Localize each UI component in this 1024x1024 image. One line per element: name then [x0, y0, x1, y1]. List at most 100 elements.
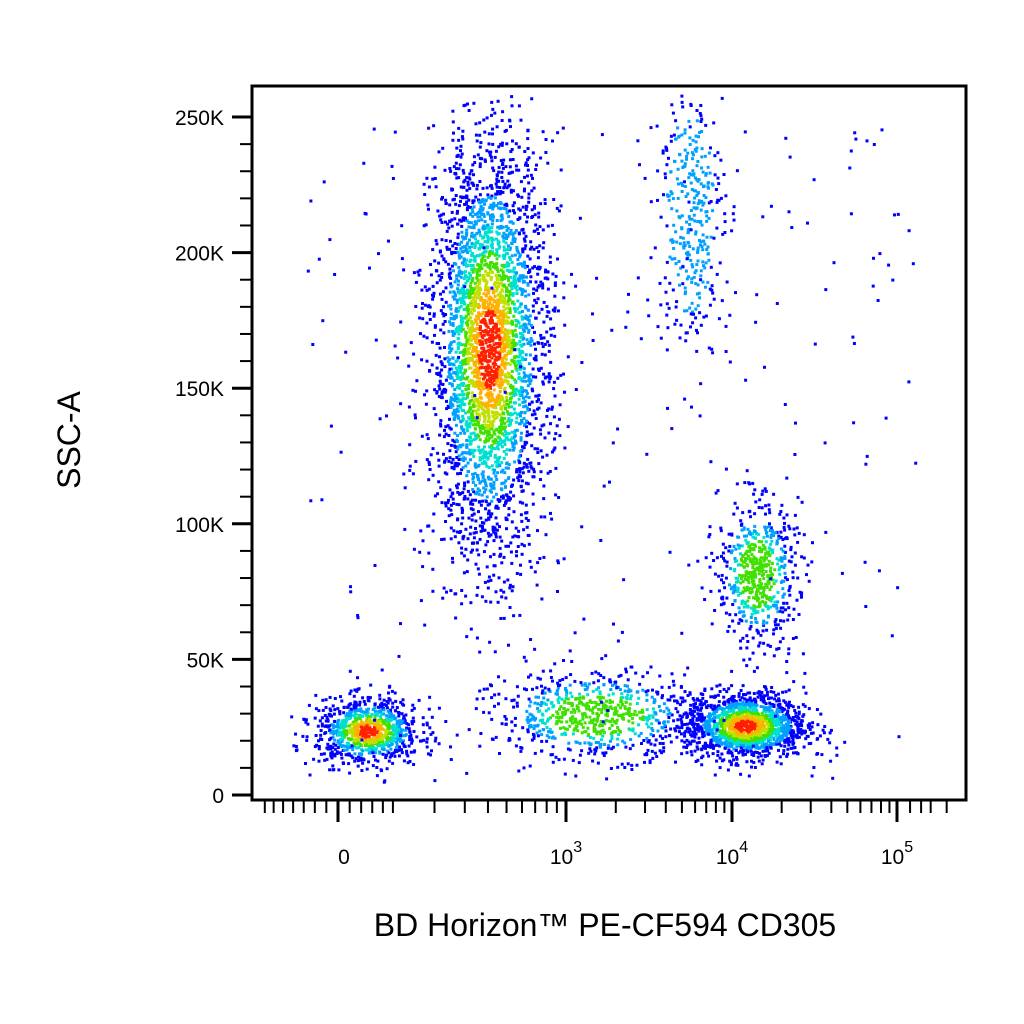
event-dot [527, 181, 531, 185]
event-dot [532, 247, 536, 251]
event-dot [506, 438, 510, 442]
event-dot [545, 414, 549, 418]
event-dot [781, 606, 785, 610]
event-dot [477, 445, 481, 449]
event-dot [479, 341, 483, 345]
event-dot [747, 596, 751, 599]
event-dot [465, 228, 469, 232]
event-dot [449, 169, 453, 173]
event-dot [772, 492, 776, 496]
event-dot [505, 432, 509, 436]
event-dot [811, 731, 815, 735]
event-dot [524, 294, 528, 298]
event-dot [484, 455, 488, 459]
event-dot [469, 500, 473, 504]
event-dot [438, 371, 442, 375]
event-dot [783, 550, 787, 554]
event-dot [449, 508, 453, 512]
event-dot [470, 234, 473, 238]
event-dot [460, 546, 464, 550]
event-dot [707, 754, 711, 758]
event-dot [489, 420, 493, 424]
event-dot [764, 570, 768, 573]
event-dot [496, 99, 500, 103]
event-dot [457, 503, 461, 507]
event-dot [470, 242, 474, 245]
event-dot [730, 549, 734, 553]
event-dot [760, 565, 764, 569]
event-dot [455, 438, 459, 442]
event-dot [456, 373, 459, 377]
event-dot [484, 383, 487, 387]
event-dot [782, 579, 786, 583]
event-dot [487, 297, 491, 301]
event-dot [524, 244, 528, 248]
event-dot [480, 200, 484, 204]
event-dot [484, 461, 488, 465]
event-dot [473, 293, 477, 297]
event-dot [524, 511, 528, 515]
event-dot [772, 595, 776, 599]
event-dot [463, 481, 466, 485]
event-dot [507, 507, 511, 511]
event-dot [524, 306, 528, 310]
event-dot [484, 405, 488, 409]
event-dot [743, 577, 747, 581]
event-dot [493, 447, 497, 451]
event-dot [500, 495, 503, 499]
event-dot [743, 481, 747, 485]
event-dot [563, 323, 567, 327]
event-dot [748, 509, 752, 513]
event-dot [694, 269, 698, 273]
event-dot [498, 385, 502, 389]
event-dot [442, 212, 445, 216]
event-dot [749, 515, 752, 519]
event-dot [490, 304, 494, 308]
event-dot [501, 330, 505, 334]
event-dot [493, 155, 497, 159]
event-dot [758, 498, 762, 502]
event-dot [515, 168, 519, 172]
event-dot [505, 527, 508, 531]
event-dot [486, 586, 490, 590]
event-dot [510, 148, 514, 151]
event-dot [513, 355, 517, 359]
event-dot [769, 599, 773, 603]
event-dot [678, 336, 682, 340]
event-dot [464, 281, 468, 285]
event-dot [477, 353, 481, 357]
event-dot [478, 339, 482, 343]
event-dot [723, 700, 727, 704]
event-dot [450, 264, 454, 268]
event-dot [486, 457, 490, 461]
event-dot [753, 572, 757, 576]
event-dot [712, 297, 716, 301]
event-dot [490, 186, 494, 190]
event-dot [483, 299, 487, 302]
event-dot [494, 182, 498, 186]
event-dot [791, 576, 795, 580]
event-dot [541, 282, 544, 286]
event-dot [751, 563, 755, 567]
event-dot [504, 233, 508, 237]
event-dot [441, 383, 445, 386]
event-dot [491, 166, 495, 170]
event-dot [674, 262, 678, 266]
event-dot [489, 386, 492, 390]
event-dot [553, 446, 557, 450]
event-dot [503, 421, 507, 425]
event-dot [482, 250, 486, 254]
event-dot [750, 587, 754, 591]
event-dot [434, 353, 438, 357]
event-dot [479, 529, 483, 533]
event-dot [492, 298, 496, 302]
event-dot [441, 322, 445, 326]
event-dot [779, 606, 783, 610]
event-dot [700, 155, 704, 159]
event-dot [423, 623, 427, 627]
event-dot [532, 426, 536, 430]
event-dot [527, 192, 531, 196]
event-dot [478, 208, 482, 212]
event-dot [746, 599, 750, 603]
event-dot [500, 141, 504, 145]
